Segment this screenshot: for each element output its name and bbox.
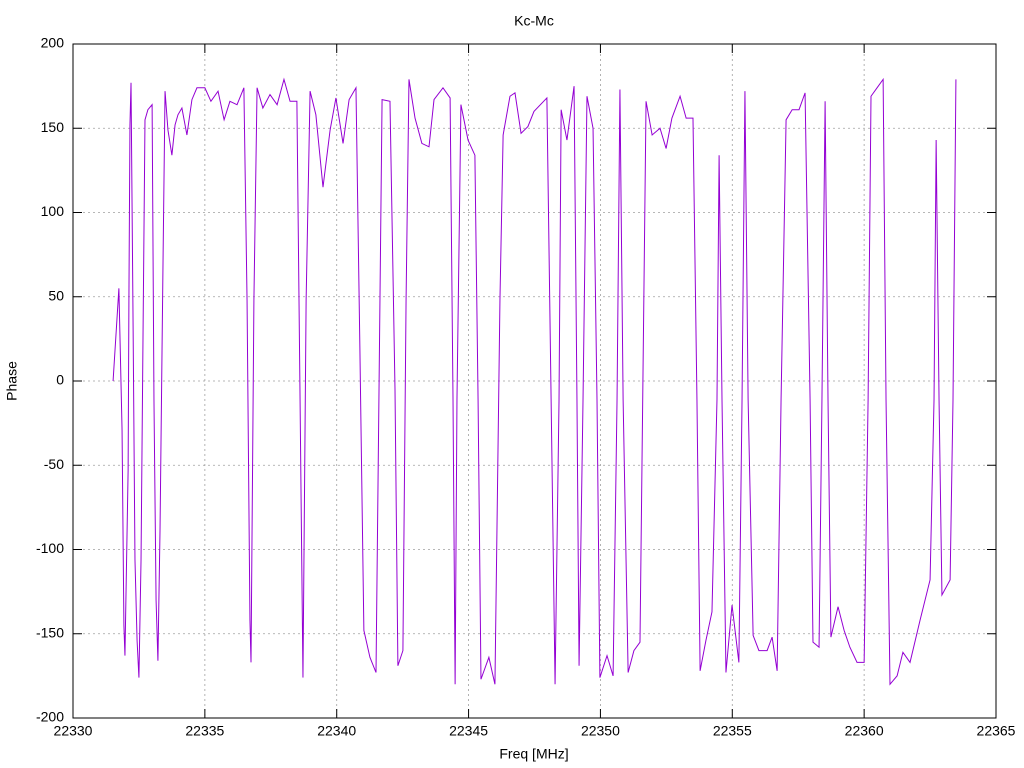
- data-line: [112, 77, 957, 686]
- y-tick-label: -200: [36, 709, 64, 725]
- y-tick-label: 0: [56, 372, 64, 388]
- y-tick-label: 150: [41, 119, 65, 135]
- y-tick-label: 200: [41, 35, 65, 51]
- y-tick-label: 100: [41, 203, 65, 219]
- y-tick-label: -50: [44, 456, 64, 472]
- x-tick-label: 22355: [713, 723, 752, 739]
- plot-border: [72, 43, 997, 719]
- x-tick-label: 22365: [977, 723, 1016, 739]
- x-tick-label: 22335: [185, 723, 224, 739]
- x-tick-label: 22330: [54, 723, 93, 739]
- x-axis-label: Freq [MHz]: [499, 746, 568, 762]
- x-tick-label: 22345: [449, 723, 488, 739]
- y-tick-label: 50: [48, 287, 64, 303]
- x-tick-label: 22360: [845, 723, 884, 739]
- y-tick-label: -150: [36, 624, 64, 640]
- chart-title: Kc-Mc: [514, 13, 554, 29]
- x-tick-label: 22340: [317, 723, 356, 739]
- y-tick-label: -100: [36, 540, 64, 556]
- y-axis-label: Phase: [4, 361, 20, 401]
- x-tick-label: 22350: [581, 723, 620, 739]
